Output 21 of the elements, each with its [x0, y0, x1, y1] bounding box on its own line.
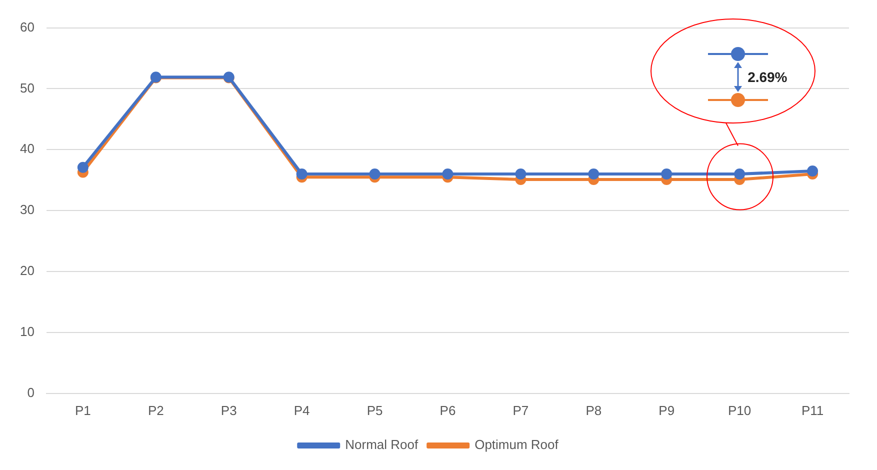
- x-tick-label: P4: [294, 402, 310, 418]
- x-tick-label: P1: [74, 402, 91, 418]
- legend-label: Normal Roof: [345, 437, 418, 452]
- y-tick-label: 30: [20, 202, 34, 218]
- y-tick-label: 20: [20, 263, 34, 278]
- annotation: 2.69%: [748, 69, 788, 85]
- x-tick-label: P7: [512, 402, 529, 418]
- x-tick-label: P9: [658, 402, 675, 418]
- x-tick-label: P6: [440, 402, 456, 418]
- y-tick-label: 0: [27, 384, 34, 400]
- x-tick-label: P10: [728, 402, 752, 418]
- y-tick-label: 10: [20, 324, 34, 340]
- legend-label: Optimum Roof: [474, 437, 559, 452]
- y-tick-label: 40: [20, 141, 34, 156]
- x-tick-label: P2: [148, 402, 164, 418]
- x-tick-label: P3: [220, 402, 237, 418]
- y-tick-label: 50: [20, 80, 34, 96]
- x-tick-label: P11: [801, 402, 824, 418]
- y-tick-label: 60: [20, 19, 34, 34]
- x-tick-label: P5: [366, 402, 383, 418]
- x-tick-label: P8: [586, 402, 602, 418]
